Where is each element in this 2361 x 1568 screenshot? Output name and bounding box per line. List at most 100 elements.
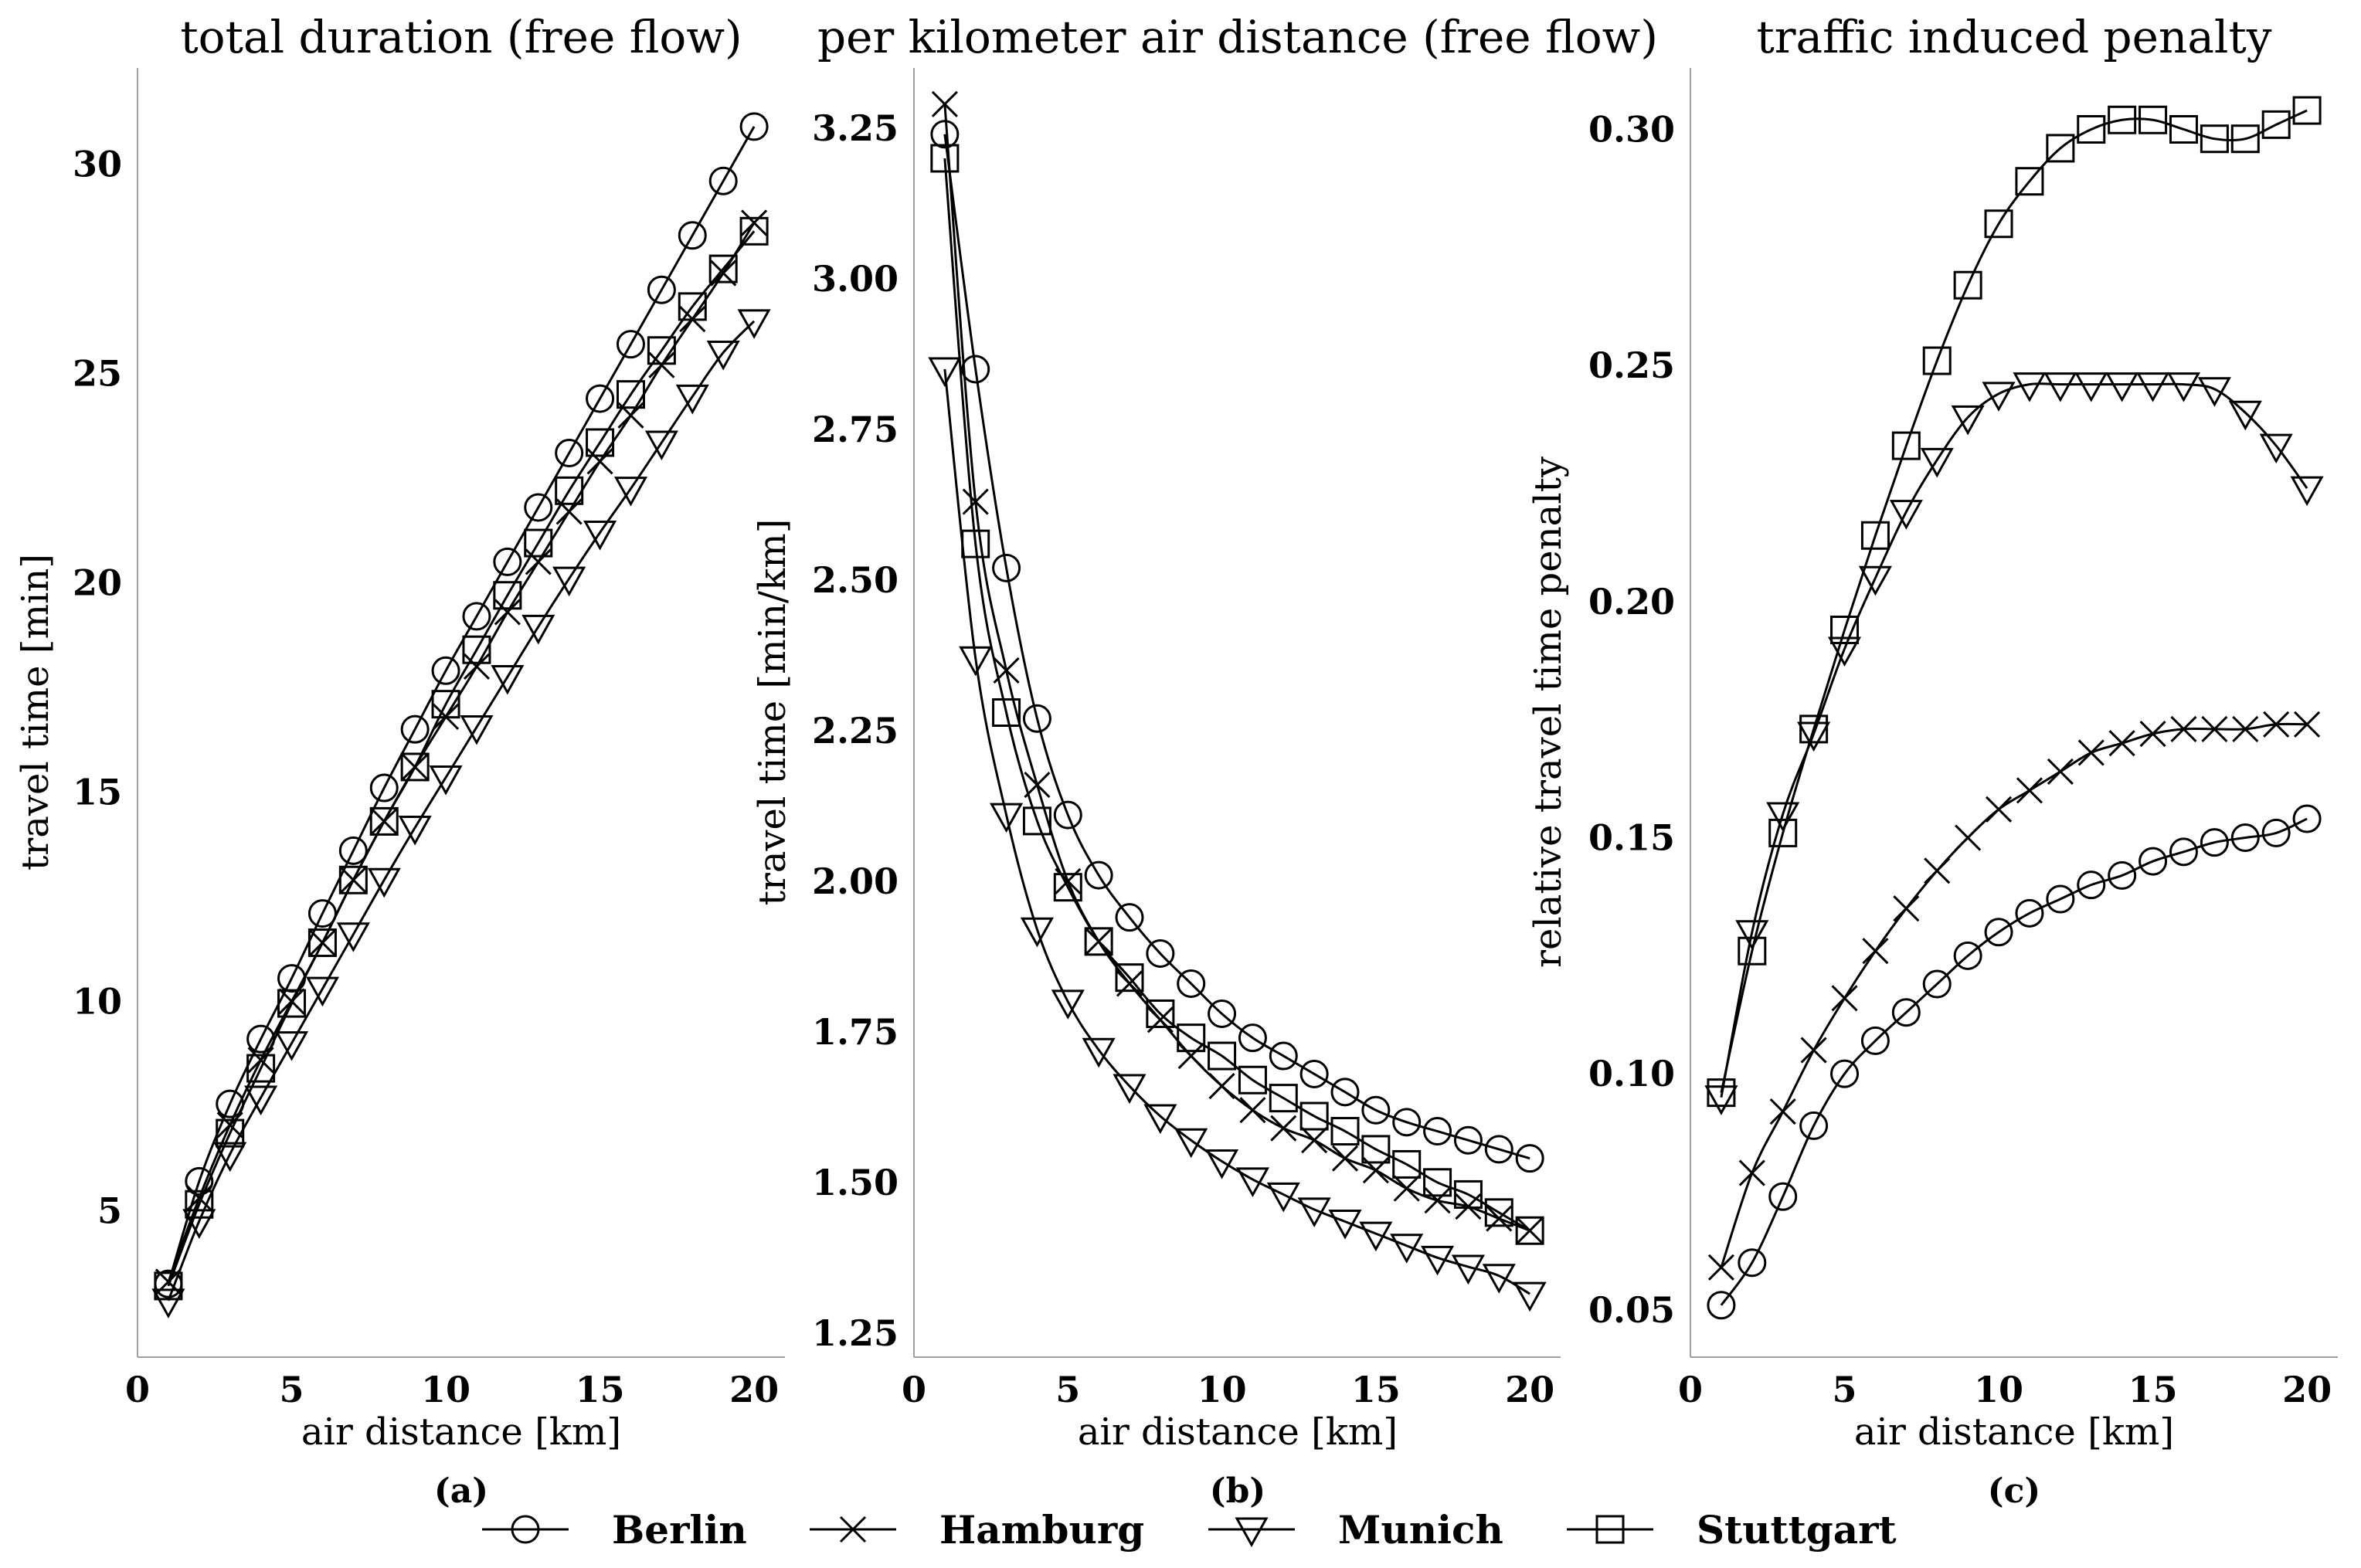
panel-b-caption: (b): [1210, 1471, 1265, 1511]
stuttgart-point: [1146, 999, 1175, 1028]
berlin-line: [167, 126, 756, 1285]
panel-b-title: per kilometer air distance (free flow): [817, 11, 1658, 63]
stuttgart-point: [2261, 110, 2291, 139]
hamburg-point: [525, 548, 552, 575]
panel-a-series-munich: [151, 309, 771, 1319]
stuttgart-point: [1768, 818, 1798, 847]
panel-a-caption: (a): [434, 1471, 488, 1511]
stuttgart-point: [1423, 1168, 1452, 1197]
munich-point: [2013, 372, 2047, 402]
stuttgart-point: [1084, 927, 1113, 956]
berlin-point: [647, 275, 676, 304]
munich-point: [429, 765, 463, 796]
berlin-point: [1891, 998, 1921, 1027]
hamburg-point: [2139, 720, 2166, 748]
hamburg-point: [648, 351, 675, 378]
hamburg-point: [2077, 739, 2105, 766]
berlin-point: [1269, 1041, 1298, 1071]
panel-c-xtick-label: 10: [1974, 1369, 2023, 1410]
hamburg-point: [741, 209, 768, 236]
hamburg-point: [931, 90, 958, 117]
hamburg-point: [185, 1185, 212, 1212]
munich-point: [2259, 433, 2293, 464]
berlin-point: [1953, 941, 1982, 970]
berlin-point: [1860, 1026, 1890, 1055]
munich-point: [613, 477, 648, 507]
munich-point: [2136, 372, 2170, 402]
munich-point: [398, 816, 432, 846]
stuttgart-point: [1453, 1179, 1483, 1209]
berlin-point: [739, 112, 769, 141]
berlin-point: [1208, 999, 1237, 1028]
legend-item-berlin: Berlin: [482, 1507, 747, 1553]
munich-point: [1390, 1234, 1424, 1264]
panel-c-series-hamburg: [1707, 711, 2321, 1281]
munich-point: [1735, 920, 1769, 950]
panel-b-xtick-label: 10: [1197, 1369, 1247, 1410]
munich-point: [213, 1142, 247, 1173]
stuttgart-point: [1484, 1198, 1513, 1227]
munich-point: [1297, 1197, 1331, 1227]
stuttgart-point: [277, 989, 307, 1018]
munich-point: [1797, 721, 1831, 752]
berlin-point: [2261, 818, 2291, 847]
legend-label-stuttgart: Stuttgart: [1697, 1507, 1897, 1553]
stuttgart-point: [2169, 114, 2198, 144]
munich-point: [928, 357, 962, 388]
hamburg-point: [1707, 1254, 1734, 1281]
munich-point: [552, 566, 586, 597]
berlin-point: [1053, 800, 1082, 830]
panel-a-ytick-label: 25: [73, 353, 122, 395]
berlin-point: [1115, 903, 1144, 932]
hamburg-point: [2294, 711, 2321, 738]
legend-label-munich: Munich: [1338, 1507, 1503, 1553]
munich-line: [1720, 382, 2308, 1098]
munich-point: [2197, 377, 2231, 407]
panel-c-ytick-label: 0.30: [1588, 108, 1675, 150]
stuttgart-point: [246, 1054, 276, 1083]
berlin-point: [462, 602, 491, 631]
munich-line: [167, 320, 756, 1302]
stuttgart-point: [185, 1190, 214, 1219]
hamburg-point: [2016, 777, 2043, 804]
munich-point: [2290, 476, 2324, 507]
panel-c: traffic induced penalty air distance [km…: [1527, 11, 2338, 1511]
panel-c-ytick-label: 0.15: [1588, 817, 1675, 859]
panel-c-ylabel: relative travel time penalty: [1527, 456, 1570, 968]
stuttgart-point: [524, 528, 553, 558]
stuttgart-point: [2046, 134, 2075, 163]
panel-b-ylabel: travel time [min/km]: [751, 519, 794, 906]
munich-line: [943, 368, 1530, 1295]
hamburg-point: [1424, 1187, 1451, 1214]
panel-c-caption: (c): [1988, 1471, 2040, 1511]
panel-b-series-berlin: [930, 120, 1544, 1173]
stuttgart-point: [586, 428, 615, 457]
berlin-point: [524, 493, 553, 522]
berlin-point: [678, 221, 707, 250]
berlin-point: [369, 773, 399, 803]
munich-point: [1113, 1074, 1147, 1105]
berlin-point: [1922, 969, 1952, 999]
panel-b-series-hamburg: [931, 90, 1544, 1244]
hamburg-point: [1147, 1006, 1174, 1033]
stuttgart-point: [1860, 521, 1890, 550]
panel-c-xtick-label: 0: [1678, 1369, 1703, 1410]
berlin-point: [431, 656, 460, 685]
berlin-point: [1738, 1248, 1767, 1278]
stuttgart-point: [1299, 1101, 1329, 1131]
munich-point: [1266, 1182, 1300, 1213]
munich-point: [2228, 400, 2262, 431]
berlin-point: [961, 355, 990, 384]
munich-point: [1982, 382, 2016, 412]
hamburg-point: [2047, 758, 2074, 785]
stuttgart-point: [1053, 873, 1082, 902]
panel-b-ytick-label: 2.75: [812, 409, 899, 450]
stuttgart-point: [1707, 1078, 1736, 1108]
panel-b-ytick-label: 1.25: [812, 1312, 899, 1354]
munich-point: [2105, 372, 2139, 402]
munich-point: [1704, 1085, 1738, 1115]
berlin-point: [1361, 1095, 1391, 1125]
berlin-point: [1484, 1135, 1513, 1164]
munich-point: [2166, 372, 2201, 402]
berlin-point: [2108, 860, 2137, 890]
